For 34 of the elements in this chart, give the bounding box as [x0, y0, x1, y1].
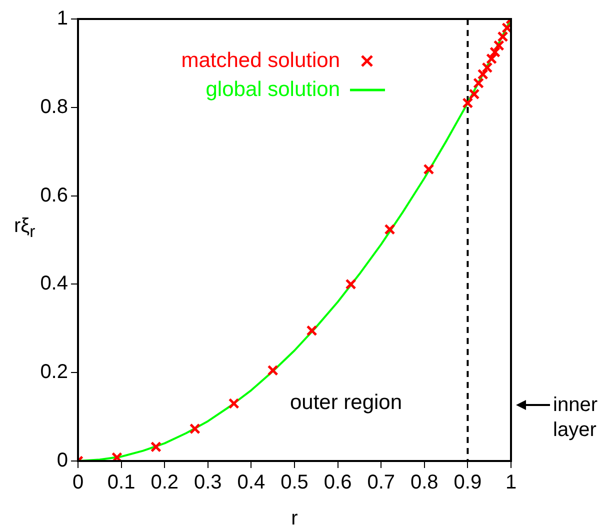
- x-tick-label: 0.1: [107, 472, 136, 494]
- point: [462, 97, 474, 108]
- point: [423, 164, 434, 175]
- point: [384, 224, 396, 235]
- point: [306, 325, 318, 336]
- point: [468, 88, 480, 100]
- x-tick-label: 0.7: [367, 472, 396, 494]
- point: [345, 278, 356, 290]
- point: [189, 423, 200, 434]
- y-tick-label: 0: [56, 450, 68, 472]
- legend-label: matched solution: [181, 48, 340, 72]
- point: [267, 364, 278, 376]
- x-tick-label: 0.4: [237, 472, 266, 494]
- point: [228, 398, 240, 410]
- annotation: outer region: [290, 391, 402, 414]
- x-tick-label: 0.3: [194, 472, 222, 494]
- x-tick-label: 0.6: [324, 472, 352, 494]
- x-tick-label: 0: [72, 472, 84, 494]
- x-tick-label: 0.9: [454, 472, 482, 494]
- y-tick-label: 0.8: [40, 96, 68, 118]
- point: [111, 452, 122, 461]
- x-tick-label: 0.8: [410, 472, 438, 494]
- y-tick-label: 0.6: [40, 184, 68, 206]
- legend-label: global solution: [206, 78, 340, 101]
- text: inner layer: [553, 394, 598, 441]
- y-tick-label: 1: [56, 8, 68, 30]
- y-tick-label: 0.2: [40, 361, 68, 384]
- x-tick-label: 1: [505, 472, 517, 494]
- x-axis-title: r: [291, 508, 298, 530]
- x-tick-label: 0.2: [150, 472, 179, 494]
- y-axis-title: rξ$_{r}$: [14, 215, 36, 242]
- y-tick-label: 0.4: [40, 272, 68, 295]
- x-tick-label: 0.5: [280, 472, 308, 494]
- point: [150, 441, 162, 452]
